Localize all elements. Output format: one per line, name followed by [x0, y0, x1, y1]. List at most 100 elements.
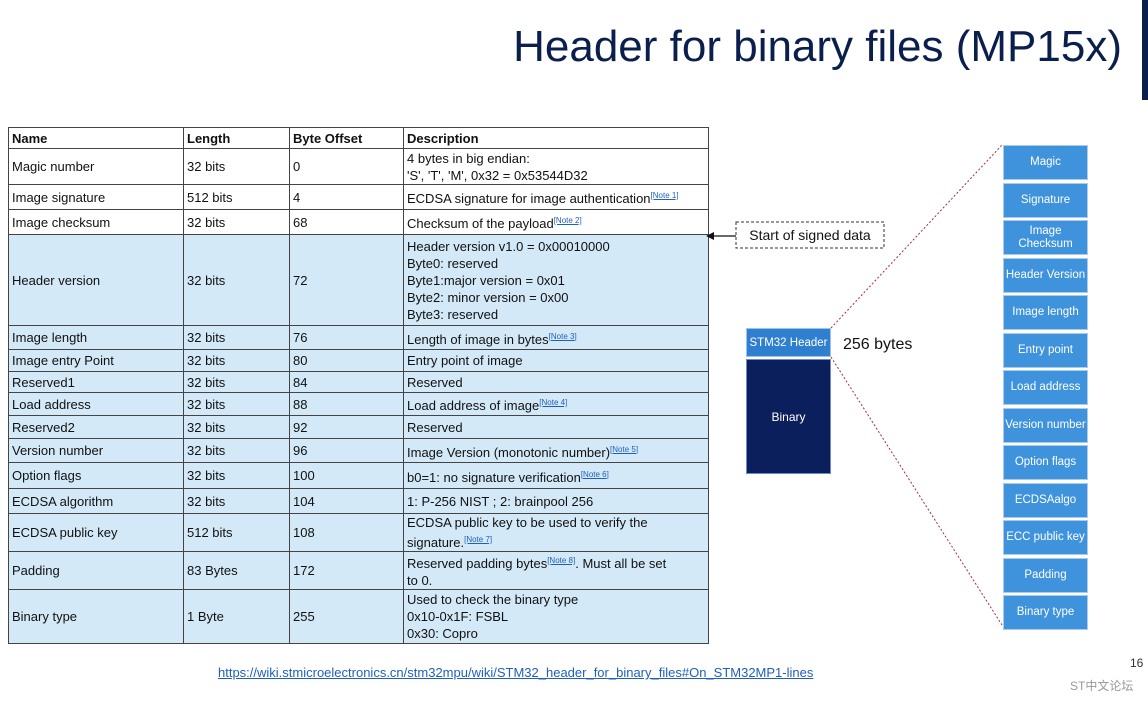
length-cell: 32 bits [183, 371, 290, 393]
field-box: Magic [1003, 145, 1088, 180]
note-link[interactable]: [Note 3] [548, 331, 577, 341]
name-cell: Binary type [8, 589, 184, 644]
note-link[interactable]: [Note 2] [553, 216, 582, 225]
field-box: Padding [1003, 557, 1088, 593]
field-label: Option flags [1014, 456, 1077, 468]
note-link[interactable]: [Note 6] [580, 469, 609, 479]
length-cell: 512 bits [183, 513, 290, 552]
slide-title: Header for binary files (MP15x) [513, 22, 1122, 71]
header-box: STM32 Header [746, 328, 831, 357]
offset-cell: 172 [289, 551, 404, 590]
note-link[interactable]: [Note 1] [650, 191, 679, 200]
field-box: ECDSAalgo [1003, 482, 1088, 518]
description-cell: 4 bytes in big endian: 'S', 'T', 'M', 0x3… [403, 148, 709, 185]
wiki-link[interactable]: https://wiki.stmicroelectronics.cn/stm32… [218, 665, 814, 680]
note-link[interactable]: [Note 8] [547, 556, 576, 565]
field-box: Image length [1003, 295, 1088, 330]
description-line: ECDSA public key to be used to verify th… [407, 514, 705, 531]
description-text: 4 bytes in big endian: [407, 150, 530, 166]
note-link[interactable]: [Note 4] [539, 398, 568, 407]
field-box: Image Checksum [1003, 220, 1088, 255]
description-cell: Entry point of image [403, 349, 709, 372]
offset-cell: 104 [289, 488, 404, 514]
description-text: Header version v1.0 = 0x00010000 [407, 238, 610, 254]
name-cell: Option flags [8, 462, 184, 489]
column-header: Description [403, 127, 709, 149]
column-header: Name [8, 127, 184, 149]
field-box: Binary type [1003, 595, 1088, 630]
name-cell: Reserved2 [8, 415, 184, 439]
offset-cell: 255 [289, 589, 404, 644]
note-link[interactable]: [Note 7] [464, 535, 493, 544]
length-cell: 32 bits [183, 209, 290, 235]
column-header: Byte Offset [289, 127, 404, 149]
note-link[interactable]: [Note 5] [610, 444, 639, 454]
watermark: ST中文论坛 [1070, 678, 1133, 693]
name-cell: Load address [8, 392, 184, 416]
description-line: Reserved padding bytes[Note 8]. Must all… [407, 552, 705, 572]
page-number: 16 [1130, 656, 1144, 670]
field-box: Entry point [1003, 332, 1088, 368]
description-text: Used to check the binary type [407, 592, 579, 607]
name-cell: Image entry Point [8, 349, 184, 372]
description-line: Reserved [407, 374, 705, 391]
name-cell: Magic number [8, 148, 184, 185]
description-line: Reserved [407, 419, 705, 436]
description-line: Length of image in bytes[Note 3] [407, 328, 705, 348]
name-cell: Image signature [8, 184, 184, 210]
field-label: Entry point [1018, 343, 1073, 356]
description-text: signature. [407, 535, 465, 550]
table-row: Image entry Point 32 bits 80 Entry point of… [8, 349, 709, 372]
offset-cell: 80 [289, 349, 404, 372]
table-row: Image signature 512 bits 4 ECDSA signature … [8, 184, 709, 210]
offset-cell: 100 [289, 462, 404, 489]
header-table: Name Length Byte Offset Description Magic nu… [8, 127, 709, 644]
length-cell: 32 bits [183, 392, 290, 416]
description-line: b0=1: no signature verification[Note 6] [407, 466, 705, 486]
length-cell: 32 bits [183, 234, 290, 326]
field-box: Load address [1003, 370, 1088, 405]
description-line: 'S', 'T', 'M', 0x32 = 0x53544D32 [407, 167, 705, 184]
signed-note-box [735, 221, 885, 249]
description-cell: Reserved [403, 415, 709, 439]
length-cell: 512 bits [183, 184, 290, 210]
length-cell: 32 bits [183, 462, 290, 489]
table-row: ECDSA public key 512 bits 108 ECDSA public … [8, 513, 709, 552]
table-row: Version number 32 bits 96 Image Version (mo… [8, 438, 709, 463]
field-label: Binary type [1016, 606, 1075, 618]
binary-box: Binary [746, 359, 831, 474]
description-line: 1: P-256 NIST ; 2: brainpool 256 [407, 493, 705, 510]
length-cell: 32 bits [183, 438, 290, 463]
zoom-line [830, 356, 1003, 626]
name-cell: Image checksum [8, 209, 184, 235]
description-text: Byte2: minor version = 0x00 [407, 289, 569, 305]
description-text: to 0. [407, 573, 433, 588]
length-cell: 32 bits [183, 325, 290, 350]
table-row: Image checksum 32 bits 68 Checksum of the p… [8, 209, 709, 235]
description-cell: Image Version (monotonic number)[Note 5] [403, 438, 709, 463]
description-cell: Reserved padding bytes[Note 8]. Must all… [403, 551, 709, 590]
offset-cell: 96 [289, 438, 404, 463]
name-cell: Padding [8, 551, 184, 590]
description-line: 0x10-0x1F: FSBL [407, 608, 705, 625]
description-cell: Load address of image[Note 4] [403, 392, 709, 416]
description-cell: Used to check the binary type 0x10-0x1F: … [403, 589, 709, 644]
description-text: 1: P-256 NIST ; 2: brainpool 256 [407, 493, 594, 509]
description-text: Byte3: reserved [407, 306, 499, 322]
offset-cell: 0 [289, 148, 404, 185]
field-label: Magic [1030, 156, 1061, 168]
description-line: Entry point of image [407, 352, 705, 369]
length-cell: 32 bits [183, 349, 290, 372]
offset-cell: 88 [289, 392, 404, 416]
description-text: ECDSA public key to be used to verify th… [407, 515, 648, 530]
description-text: ECDSA signature for image authentication [407, 191, 651, 206]
description-cell: Checksum of the payload[Note 2] [403, 209, 709, 235]
description-line: Load address of image[Note 4] [407, 394, 705, 414]
column-header: Length [183, 127, 290, 149]
table-row: Reserved1 32 bits 84 Reserved [8, 371, 709, 393]
offset-cell: 4 [289, 184, 404, 210]
description-line: Header version v1.0 = 0x00010000 [407, 238, 705, 255]
field-label: Image length [1012, 306, 1079, 318]
name-cell: ECDSA algorithm [8, 488, 184, 514]
offset-cell: 108 [289, 513, 404, 552]
